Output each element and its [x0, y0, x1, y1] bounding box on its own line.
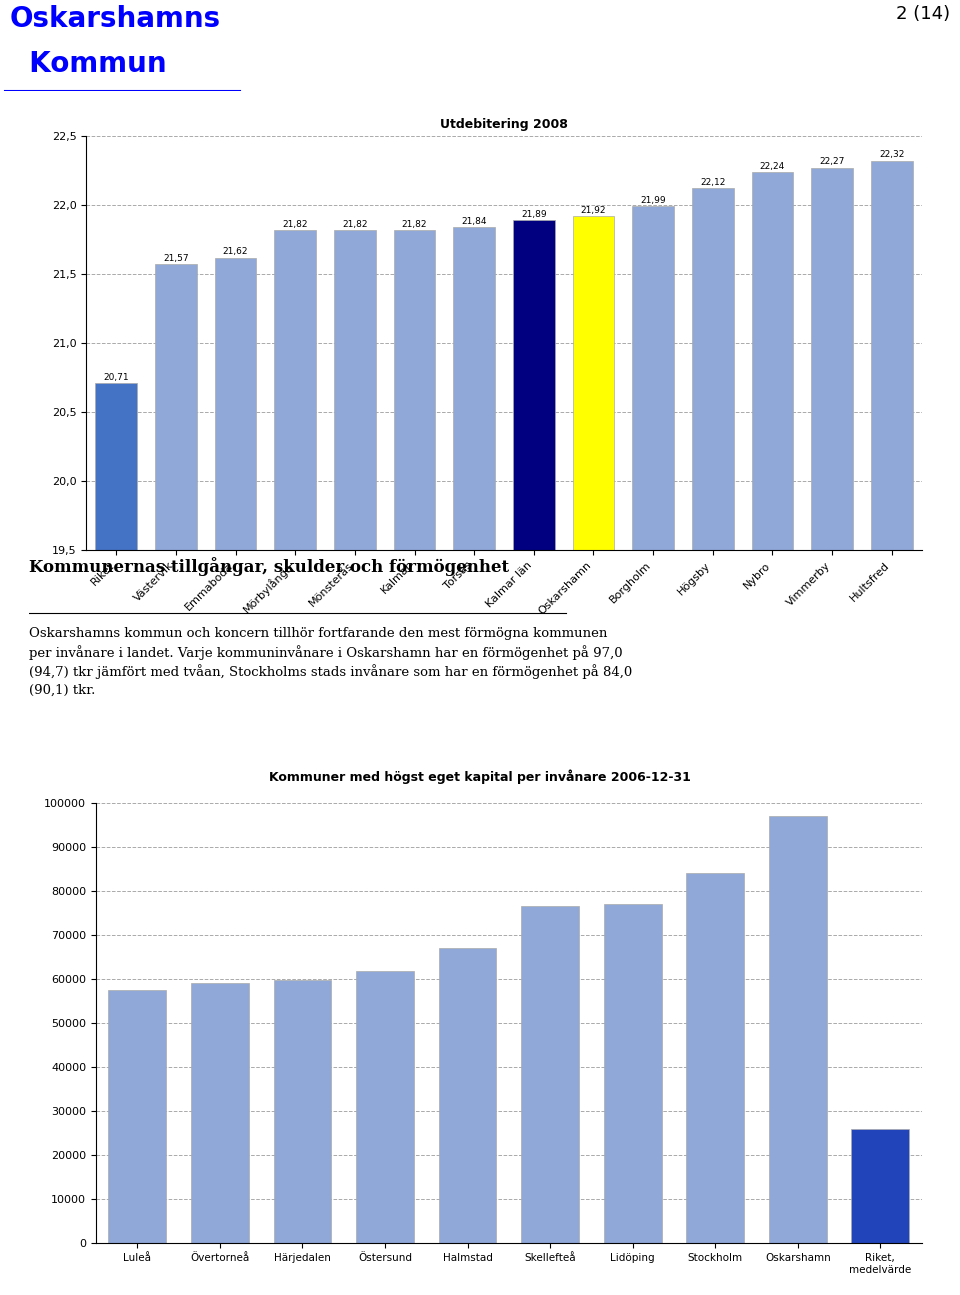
Bar	[852, 1129, 909, 1243]
Text: Oskarshamns: Oskarshamns	[10, 5, 221, 32]
Bar	[572, 216, 614, 1295]
Bar	[686, 873, 744, 1243]
Text: 21,82: 21,82	[402, 220, 427, 228]
Bar	[95, 383, 137, 1295]
Bar	[334, 231, 375, 1295]
Text: Oskarshamns kommun och koncern tillhör fortfarande den mest förmögna kommunen
pe: Oskarshamns kommun och koncern tillhör f…	[29, 627, 632, 697]
Bar	[633, 206, 674, 1295]
Bar	[453, 227, 495, 1295]
Bar	[513, 220, 555, 1295]
Bar	[439, 948, 496, 1243]
Text: 21,57: 21,57	[163, 254, 189, 263]
Bar	[191, 983, 249, 1243]
Text: 20,71: 20,71	[104, 373, 129, 382]
Text: 21,92: 21,92	[581, 206, 606, 215]
Bar	[521, 906, 579, 1243]
Title: Utdebitering 2008: Utdebitering 2008	[440, 118, 568, 131]
Text: 22,12: 22,12	[700, 179, 726, 186]
Text: 22,24: 22,24	[759, 162, 785, 171]
Text: 2 (14): 2 (14)	[897, 5, 950, 22]
Bar	[356, 971, 414, 1243]
Bar	[274, 980, 331, 1243]
Bar	[811, 168, 853, 1295]
Text: 21,82: 21,82	[342, 220, 368, 228]
Bar	[394, 231, 436, 1295]
Bar	[215, 258, 256, 1295]
Bar	[604, 904, 661, 1243]
Bar	[275, 231, 316, 1295]
Text: Kommunernas tillgångar, skulder och förmögenhet: Kommunernas tillgångar, skulder och förm…	[29, 557, 509, 576]
Bar	[769, 816, 827, 1243]
Text: Kommun: Kommun	[10, 49, 166, 78]
Text: Kommuner med högst eget kapital per invånare 2006-12-31: Kommuner med högst eget kapital per invå…	[269, 769, 691, 785]
Text: 21,89: 21,89	[521, 210, 546, 219]
Text: 21,82: 21,82	[282, 220, 308, 228]
Text: 21,84: 21,84	[462, 216, 487, 225]
Bar	[108, 989, 166, 1243]
Bar	[692, 189, 733, 1295]
Text: 22,27: 22,27	[820, 158, 845, 166]
Text: 22,32: 22,32	[879, 150, 904, 159]
Text: 21,99: 21,99	[640, 196, 666, 205]
Bar	[752, 172, 793, 1295]
Bar	[155, 264, 197, 1295]
Bar	[871, 161, 913, 1295]
Text: 21,62: 21,62	[223, 247, 249, 256]
